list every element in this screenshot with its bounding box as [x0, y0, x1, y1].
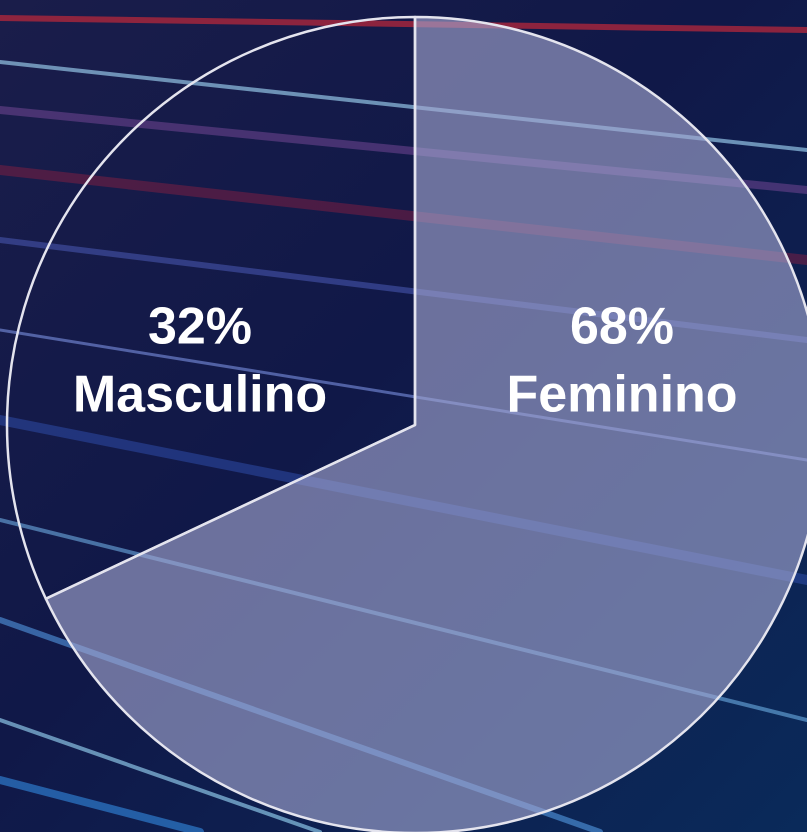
- value-label: 68%: [570, 298, 674, 356]
- value-label: 32%: [148, 298, 252, 356]
- pie: [5, 15, 807, 832]
- pie-slice: [44, 15, 807, 832]
- category-label: Feminino: [506, 366, 737, 424]
- category-label: Masculino: [73, 366, 327, 424]
- pie-slice: [5, 15, 417, 600]
